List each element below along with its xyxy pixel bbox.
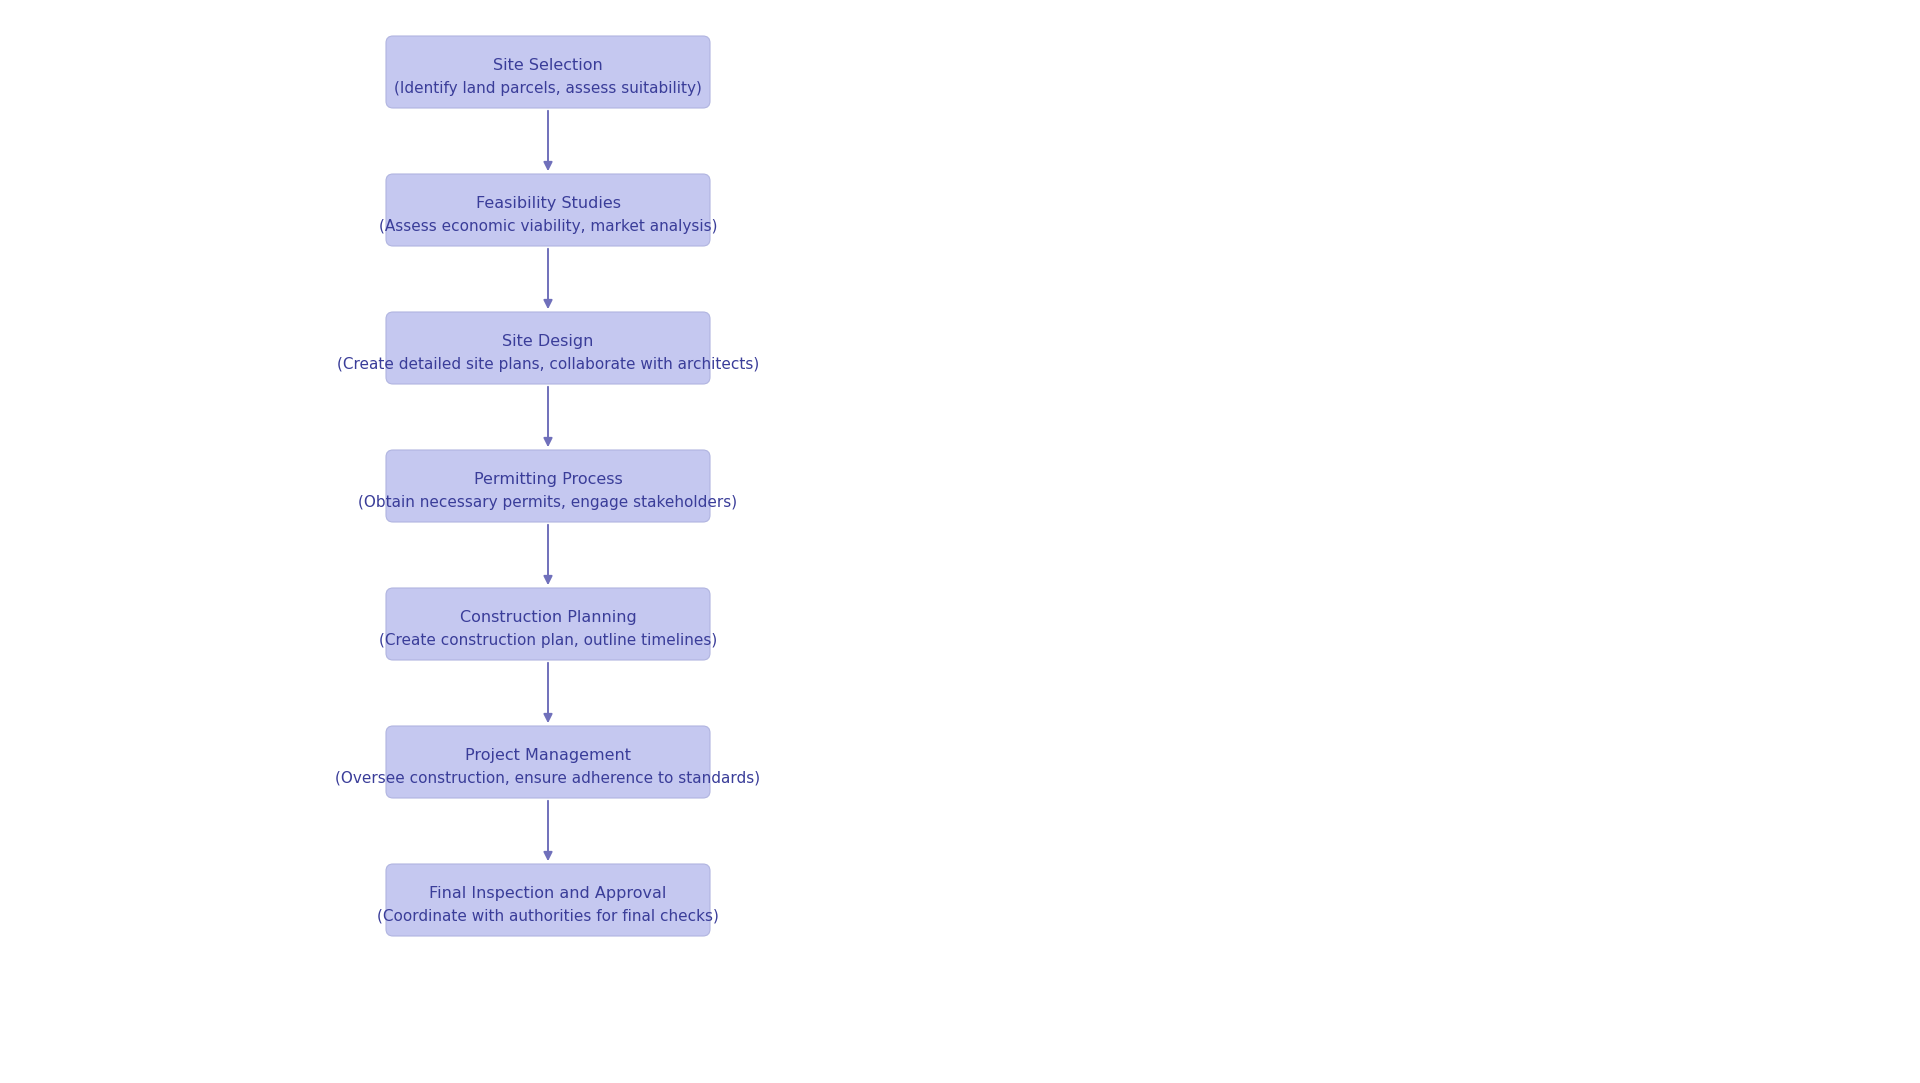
FancyBboxPatch shape [386, 174, 710, 246]
FancyBboxPatch shape [386, 312, 710, 384]
FancyBboxPatch shape [386, 726, 710, 798]
Text: Permitting Process: Permitting Process [474, 471, 622, 486]
Text: (Obtain necessary permits, engage stakeholders): (Obtain necessary permits, engage stakeh… [359, 495, 737, 510]
Text: Construction Planning: Construction Planning [459, 610, 636, 625]
Text: (Create detailed site plans, collaborate with architects): (Create detailed site plans, collaborate… [336, 356, 758, 371]
Text: Project Management: Project Management [465, 747, 632, 762]
Text: Final Inspection and Approval: Final Inspection and Approval [430, 886, 666, 901]
Text: Feasibility Studies: Feasibility Studies [476, 196, 620, 210]
Text: (Identify land parcels, assess suitability): (Identify land parcels, assess suitabili… [394, 81, 703, 95]
FancyBboxPatch shape [386, 864, 710, 936]
Text: Site Selection: Site Selection [493, 57, 603, 73]
FancyBboxPatch shape [386, 451, 710, 522]
Text: (Create construction plan, outline timelines): (Create construction plan, outline timel… [378, 632, 718, 648]
FancyBboxPatch shape [386, 588, 710, 660]
Text: (Assess economic viability, market analysis): (Assess economic viability, market analy… [378, 219, 718, 234]
FancyBboxPatch shape [386, 36, 710, 108]
Text: (Oversee construction, ensure adherence to standards): (Oversee construction, ensure adherence … [336, 771, 760, 786]
Text: (Coordinate with authorities for final checks): (Coordinate with authorities for final c… [376, 909, 718, 924]
Text: Site Design: Site Design [503, 334, 593, 349]
